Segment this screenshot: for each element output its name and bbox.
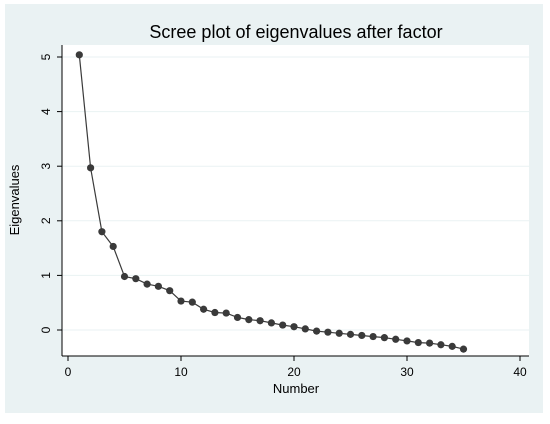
data-point [380, 334, 388, 342]
data-point [290, 323, 298, 331]
data-point [256, 317, 264, 325]
data-point [335, 329, 343, 337]
data-point [132, 275, 140, 283]
data-point [245, 316, 253, 324]
data-point [222, 309, 230, 317]
data-point [120, 272, 129, 281]
x-tick-label: 10 [174, 365, 188, 379]
x-tick-label: 30 [400, 365, 414, 379]
data-point [154, 282, 162, 290]
data-point [358, 331, 366, 340]
x-axis-label: Number [273, 381, 320, 396]
y-axis-ticks: 0 1 2 3 4 5 [39, 53, 62, 333]
data-point [87, 164, 95, 172]
data-point [233, 313, 242, 322]
x-tick-label: 40 [513, 365, 527, 379]
data-point [143, 280, 151, 288]
data-point [437, 341, 445, 349]
y-tick-label: 0 [39, 326, 53, 333]
data-point [200, 305, 208, 313]
data-point [403, 337, 411, 345]
data-point [301, 325, 309, 333]
data-point [188, 298, 196, 306]
data-point [414, 338, 422, 347]
y-tick-label: 5 [39, 53, 53, 60]
data-point [109, 242, 117, 251]
data-point [75, 51, 83, 59]
y-tick-label: 4 [39, 108, 53, 115]
data-point [166, 287, 174, 295]
data-point [346, 330, 355, 338]
data-point [324, 328, 332, 336]
data-point [313, 327, 321, 335]
y-tick-label: 1 [39, 272, 53, 279]
data-point [98, 228, 106, 236]
data-point [448, 342, 456, 350]
chart-title: Scree plot of eigenvalues after factor [149, 22, 442, 42]
data-point [459, 345, 468, 353]
data-point [426, 339, 434, 347]
data-point [211, 308, 219, 317]
grid-lines [62, 56, 529, 331]
x-axis-ticks: 0 10 20 30 40 [65, 356, 527, 379]
x-tick-label: 0 [65, 365, 72, 379]
data-point [267, 319, 275, 327]
y-tick-label: 3 [39, 163, 53, 170]
data-point [392, 335, 400, 343]
series-layer [75, 51, 468, 353]
data-point [369, 332, 377, 341]
y-tick-label: 2 [39, 217, 53, 224]
x-tick-label: 20 [287, 365, 301, 379]
data-point [279, 321, 287, 329]
y-axis-label: Eigenvalues [7, 164, 22, 235]
data-point [177, 297, 185, 305]
plot-area [62, 45, 529, 356]
